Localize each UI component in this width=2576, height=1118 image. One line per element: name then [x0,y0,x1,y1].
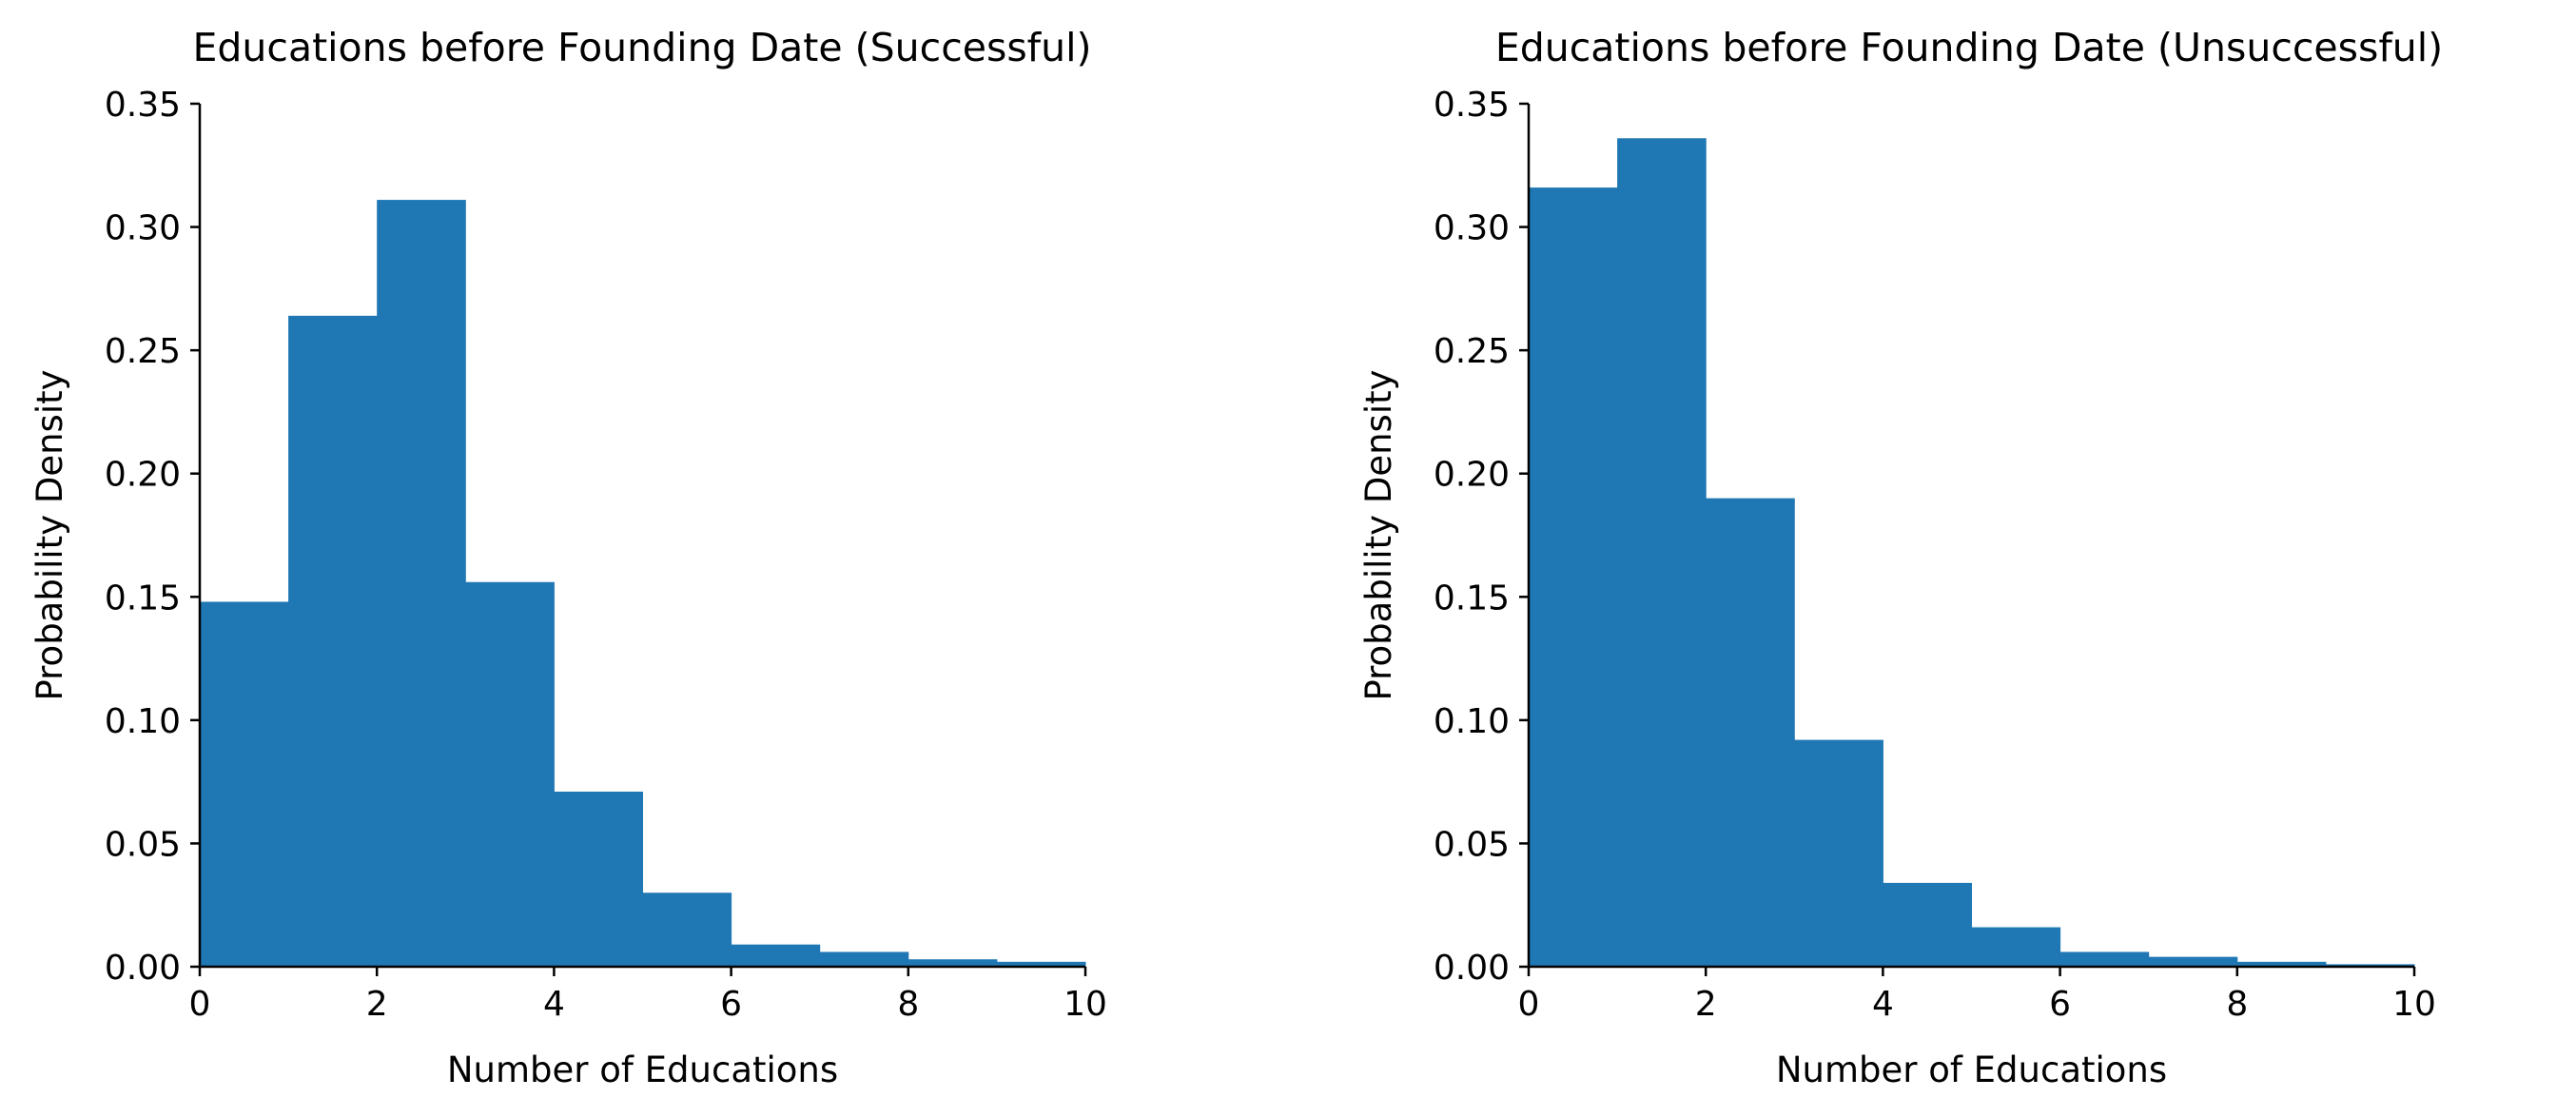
histogram-bar [642,892,732,967]
y-axis-label: Probability Density [29,369,70,700]
y-tick-label: 0.35 [105,86,181,125]
x-tick-label: 6 [2049,985,2071,1024]
y-tick-label: 0.30 [1434,209,1510,248]
x-tick-label: 6 [720,985,742,1024]
y-tick-label: 0.05 [1434,825,1510,864]
x-tick-label: 2 [1695,985,1717,1024]
y-tick-label: 0.35 [1434,86,1510,125]
x-ticks: 0 2 4 6 8 10 [189,967,1107,1024]
histogram-bar [1529,187,1618,967]
histogram-bar [1617,138,1707,967]
unsuccessful-histogram-panel: Educations before Founding Date (Unsucce… [1358,25,2443,1090]
y-tick-label: 0.00 [1434,949,1510,988]
x-tick-label: 2 [366,985,388,1024]
chart-title: Educations before Founding Date (Success… [192,25,1091,70]
histogram-bar [1883,882,1972,967]
y-tick-label: 0.30 [105,209,181,248]
x-tick-label: 8 [2226,985,2248,1024]
y-tick-label: 0.10 [1434,702,1510,741]
y-tick-label: 0.20 [1434,456,1510,495]
x-axis-label: Number of Educations [1776,1049,2167,1090]
y-tick-label: 0.15 [105,579,181,618]
x-tick-label: 8 [897,985,919,1024]
successful-histogram-panel: Educations before Founding Date (Success… [29,25,1107,1090]
y-ticks: 0.00 0.05 0.10 0.15 0.20 0.25 0.30 0.35 [105,86,200,988]
bars [200,200,1086,967]
histogram-bar [1794,739,1883,967]
y-tick-label: 0.25 [1434,332,1510,371]
histogram-bar [288,315,378,967]
histogram-bar [2148,956,2238,967]
x-tick-label: 10 [2392,985,2436,1024]
histogram-bar [377,200,466,967]
chart-title: Educations before Founding Date (Unsucce… [1495,25,2443,70]
histogram-bar [996,961,1086,967]
histogram-bar [2325,964,2415,967]
histogram-bar [200,601,289,967]
y-tick-label: 0.20 [105,456,181,495]
histogram-bar [731,944,821,967]
histogram-bar [554,792,643,967]
x-tick-label: 0 [189,985,211,1024]
bars [1529,138,2415,967]
y-tick-label: 0.00 [105,949,181,988]
y-axis-label: Probability Density [1358,369,1399,700]
histogram-bar [465,581,555,967]
x-ticks: 0 2 4 6 8 10 [1518,967,2436,1024]
y-tick-label: 0.05 [105,825,181,864]
x-tick-label: 4 [1872,985,1894,1024]
x-tick-label: 0 [1518,985,1540,1024]
y-tick-label: 0.15 [1434,579,1510,618]
histogram-bar [1706,498,1795,967]
histogram-bar [907,959,998,967]
histogram-bar [1971,927,2061,967]
y-ticks: 0.00 0.05 0.10 0.15 0.20 0.25 0.30 0.35 [1434,86,1529,988]
histogram-bar [819,951,909,967]
y-tick-label: 0.10 [105,702,181,741]
y-tick-label: 0.25 [105,332,181,371]
histogram-bar [2236,961,2327,967]
x-axis-label: Number of Educations [447,1049,838,1090]
histogram-bar [2059,951,2150,967]
x-tick-label: 10 [1064,985,1107,1024]
x-tick-label: 4 [543,985,565,1024]
